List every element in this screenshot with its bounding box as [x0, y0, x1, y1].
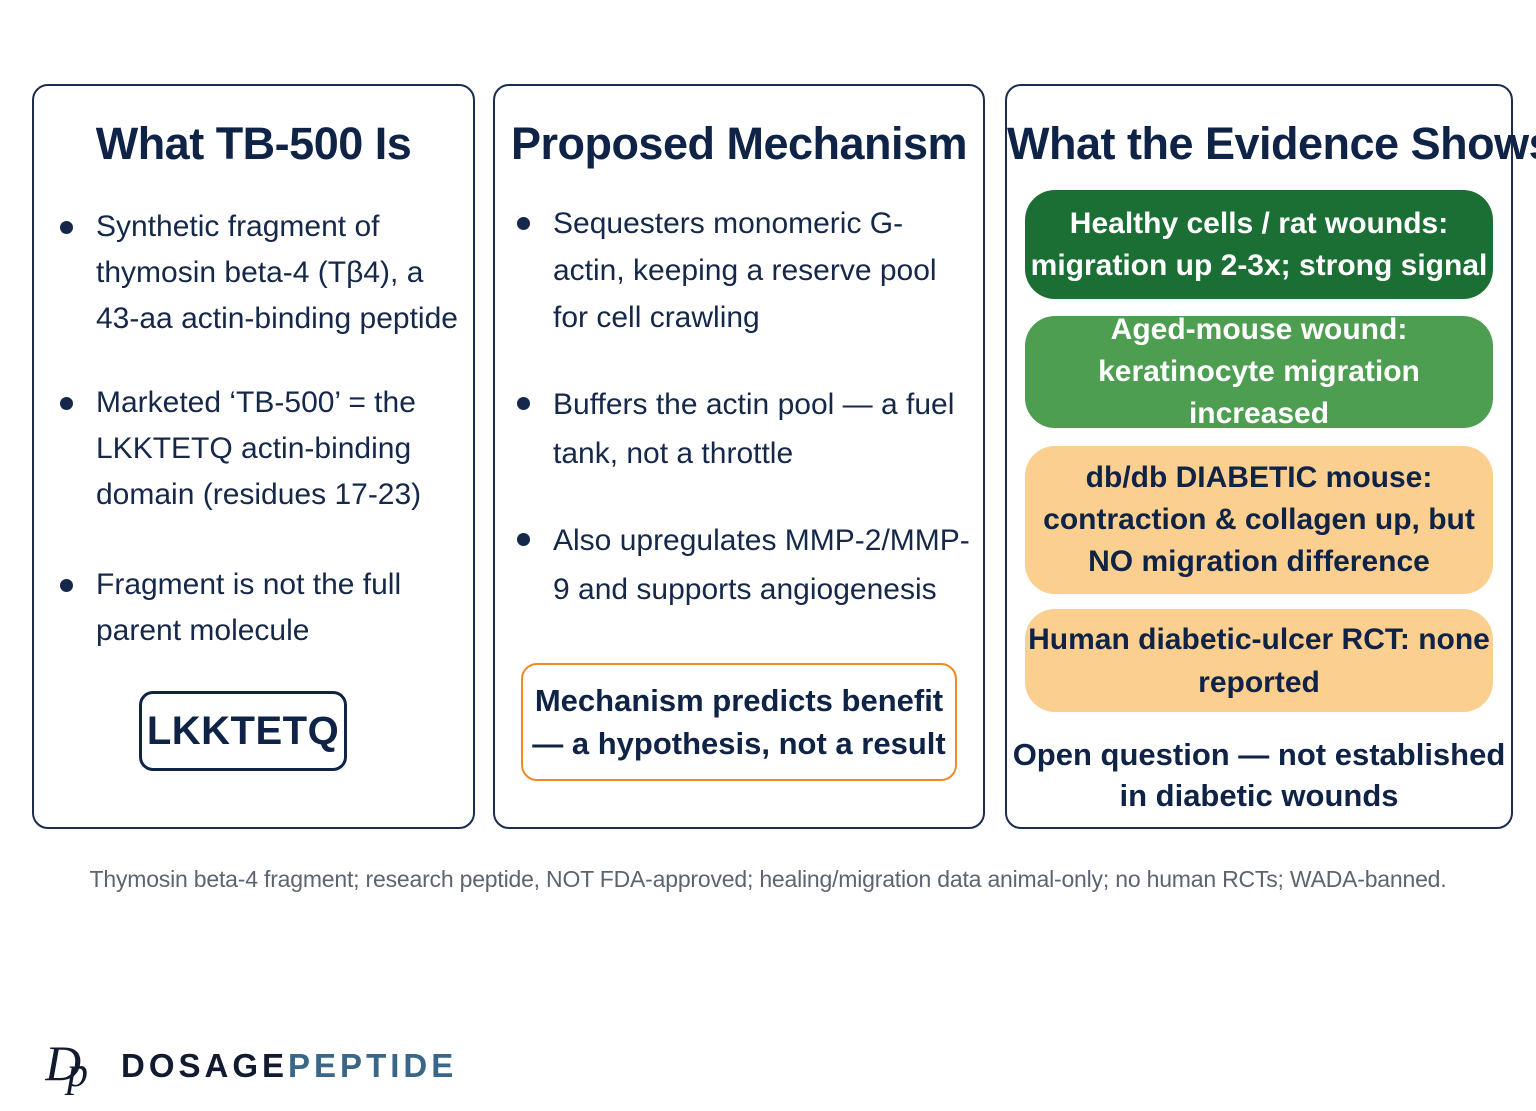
evidence-box-aged-mouse: Aged-mouse wound: keratinocyte migration… — [1025, 313, 1493, 430]
bullet-text: Marketed ‘TB-500’ = the LKKTETQ actin-bi… — [96, 386, 422, 511]
evidence-text: Human diabetic-ulcer RCT: none reported — [1028, 622, 1490, 699]
svg-text:p: p — [64, 1050, 88, 1096]
evidence-text: Healthy cells / rat wounds: migration up… — [1030, 206, 1488, 282]
panel-proposed-mechanism: Proposed Mechanism Sequesters monomeric … — [493, 84, 985, 829]
bullet-item: Also upregulates MMP-2/MMP-9 and support… — [517, 516, 972, 614]
svg-text:D: D — [45, 1036, 81, 1091]
bullet-text: Sequesters monomeric G-actin, keeping a … — [553, 207, 937, 334]
bullet-dot-icon — [60, 397, 73, 410]
bullet-text: Also upregulates MMP-2/MMP-9 and support… — [553, 524, 970, 606]
evidence-conclusion: Open question — not established in diabe… — [1012, 737, 1506, 813]
panel-evidence: What the Evidence Shows Healthy cells / … — [1005, 84, 1536, 829]
sequence-badge: LKKTETQ — [139, 691, 347, 771]
brand-logo: D p DOSAGEPEPTIDE — [45, 1036, 457, 1096]
bullet-dot-icon — [517, 533, 530, 546]
brand-part-peptide: PEPTIDE — [288, 1047, 458, 1084]
panel-what-tb500-is: What TB-500 Is Synthetic fragment of thy… — [32, 84, 475, 829]
evidence-box-diabetic-mouse: db/db DIABETIC mouse: contraction & coll… — [1025, 446, 1493, 594]
evidence-box-healthy-cells: Healthy cells / rat wounds: migration up… — [1025, 190, 1493, 299]
panel-title: What TB-500 Is — [95, 118, 412, 169]
bullet-item: Marketed ‘TB-500’ = the LKKTETQ actin-bi… — [60, 380, 470, 518]
evidence-text: db/db DIABETIC mouse: contraction & coll… — [1043, 461, 1475, 578]
brand-part-dosage: DOSAGE — [121, 1047, 289, 1084]
bullet-dot-icon — [60, 579, 73, 592]
dp-monogram-icon: D p — [45, 1036, 88, 1096]
evidence-text: Aged-mouse wound: keratinocyte migration… — [1098, 313, 1420, 430]
bullet-text: Synthetic fragment of thymosin beta-4 (T… — [96, 210, 458, 335]
bullet-text: Buffers the actin pool — a fuel tank, no… — [553, 388, 955, 470]
panel-title: Proposed Mechanism — [510, 118, 968, 169]
bullet-item: Synthetic fragment of thymosin beta-4 (T… — [60, 204, 470, 342]
bullet-dot-icon — [517, 397, 530, 410]
brand-wordmark: DOSAGEPEPTIDE — [121, 1047, 457, 1085]
panel-title: What the Evidence Shows — [1007, 118, 1536, 169]
bullet-item: Sequesters monomeric G-actin, keeping a … — [517, 200, 972, 341]
bullet-item: Fragment is not the full parent molecule — [60, 562, 470, 654]
bullet-dot-icon — [60, 221, 73, 234]
bullet-text: Fragment is not the full parent molecule — [96, 568, 402, 647]
footnote: Thymosin beta-4 fragment; research pepti… — [89, 866, 1447, 892]
bullet-item: Buffers the actin pool — a fuel tank, no… — [517, 380, 972, 478]
evidence-box-human-rct: Human diabetic-ulcer RCT: none reported — [1025, 609, 1493, 712]
callout-text: Mechanism predicts benefit — a hypothesi… — [532, 683, 946, 761]
bullet-dot-icon — [517, 217, 530, 230]
hypothesis-callout: Mechanism predicts benefit — a hypothesi… — [521, 663, 957, 781]
